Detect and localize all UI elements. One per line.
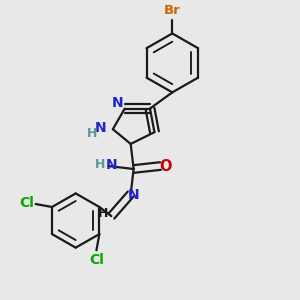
- Text: H: H: [95, 158, 105, 171]
- Text: Cl: Cl: [19, 196, 34, 210]
- Text: Cl: Cl: [89, 253, 104, 267]
- Text: N: N: [112, 96, 123, 110]
- Text: N: N: [128, 188, 140, 203]
- Text: H: H: [98, 207, 108, 220]
- Text: H: H: [87, 128, 97, 140]
- Text: O: O: [160, 158, 172, 173]
- Text: N: N: [94, 121, 106, 135]
- Text: N: N: [105, 158, 117, 172]
- Text: Br: Br: [164, 4, 181, 17]
